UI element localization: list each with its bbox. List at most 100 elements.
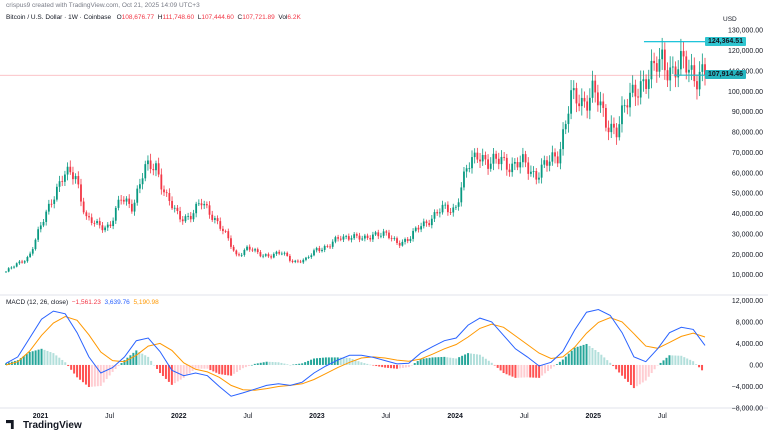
macd-histogram-bar <box>132 352 135 365</box>
macd-histogram-bar <box>313 358 316 365</box>
candle-body <box>409 238 412 242</box>
candle-body <box>650 60 653 80</box>
candle-body <box>639 81 642 98</box>
macd-histogram-bar <box>167 364 170 382</box>
macd-histogram-bar <box>31 351 34 365</box>
candle-body <box>519 162 522 168</box>
time-axis-label: 2023 <box>309 413 325 420</box>
candle-body <box>688 69 690 73</box>
macd-histogram-bar <box>511 364 514 377</box>
macd-histogram-bar <box>123 360 126 365</box>
candle-body <box>213 218 216 220</box>
candle-body <box>130 203 133 212</box>
macd-histogram-bar <box>659 362 662 365</box>
macd-histogram-bar <box>37 349 40 365</box>
candle-body <box>299 261 302 263</box>
macd-histogram-bar <box>517 364 520 378</box>
macd-histogram-bar <box>576 346 579 365</box>
candle-body <box>7 268 10 272</box>
candle-body <box>596 92 599 106</box>
macd-histogram-bar <box>502 364 505 374</box>
macd-histogram-bar <box>58 357 61 365</box>
macd-histogram-bar <box>632 364 635 389</box>
candle-body <box>436 212 439 214</box>
macd-histogram-bar <box>470 353 473 365</box>
candle-body <box>430 218 433 226</box>
candle-body <box>139 184 141 189</box>
candle-body <box>10 267 13 269</box>
macd-histogram-bar <box>289 364 292 366</box>
candle-body <box>334 237 337 242</box>
macd-histogram-bar <box>393 364 396 369</box>
macd-histogram-bar <box>233 364 236 374</box>
macd-histogram-bar <box>49 352 52 365</box>
candle-body <box>259 252 262 257</box>
time-axis-label: Jul <box>520 413 529 420</box>
candle-body <box>546 160 548 166</box>
macd-histogram-bar <box>203 364 206 369</box>
macd-histogram-bar <box>701 364 704 371</box>
candle-body <box>530 171 532 174</box>
candle-body <box>591 80 594 98</box>
candle-body <box>704 64 706 76</box>
candle-body <box>629 92 631 108</box>
macd-histogram-bar <box>16 360 19 365</box>
macd-histogram-bar <box>395 364 398 369</box>
candle-body <box>157 163 160 175</box>
macd-histogram-bar <box>552 364 555 367</box>
candle-body <box>189 215 192 220</box>
macd-histogram-bar <box>298 363 301 365</box>
macd-histogram-bar <box>635 364 638 387</box>
macd-line <box>5 308 706 397</box>
candle-body <box>433 212 436 219</box>
macd-histogram-bar <box>656 364 659 366</box>
candle-body <box>72 172 74 180</box>
tradingview-logo[interactable]: TradingView <box>6 420 82 431</box>
macd-histogram-bar <box>363 363 366 365</box>
macd-histogram-bar <box>455 358 458 365</box>
macd-histogram-bar <box>431 357 434 365</box>
macd-histogram-bar <box>339 357 342 365</box>
candle-body <box>538 177 540 180</box>
macd-histogram-bar <box>161 364 164 376</box>
macd-histogram-bar <box>102 364 105 383</box>
candle-body <box>114 207 117 221</box>
candle-body <box>125 198 128 202</box>
macd-histogram-bar <box>626 364 629 382</box>
macd-histogram-bar <box>615 364 618 370</box>
time-axis-label: Jul <box>243 413 252 420</box>
symbol-title[interactable]: Bitcoin / U.S. Dollar · 1W · Coinbase <box>6 14 112 21</box>
candle-body <box>543 160 546 165</box>
logo-text: TradingView <box>23 420 82 431</box>
macd-label[interactable]: MACD (12, 26, close) <box>6 299 69 306</box>
candle-body <box>698 71 701 90</box>
candle-body <box>623 105 626 107</box>
price-axis-tick: 130,000.00 <box>728 28 763 35</box>
macd-histogram-bar <box>111 364 114 372</box>
macd-histogram-bar <box>348 357 351 365</box>
macd-histogram-bar <box>70 364 73 370</box>
price-axis-tick: 90,000.00 <box>732 109 763 116</box>
candle-body <box>511 163 514 173</box>
macd-histogram-bar <box>481 356 484 365</box>
ohlc-volume: Vol6.2K <box>278 14 301 21</box>
macd-histogram-bar <box>484 358 487 365</box>
candle-body <box>452 207 455 213</box>
macd-histogram-bar <box>668 355 671 365</box>
macd-histogram-bar <box>538 364 541 378</box>
macd-histogram-bar <box>182 364 185 378</box>
candle-body <box>679 51 682 70</box>
candle-body <box>473 152 476 158</box>
candle-body <box>524 154 527 163</box>
macd-histogram-bar <box>458 357 461 365</box>
macd-histogram-bar <box>357 361 360 365</box>
candle-body <box>658 59 661 72</box>
candle-body <box>401 241 404 246</box>
macd-histogram-bar <box>674 355 677 365</box>
macd-histogram-bar <box>638 364 641 385</box>
ohlc-low: L107,444.60 <box>197 14 234 21</box>
candle-body <box>398 243 401 246</box>
candle-body <box>18 261 21 264</box>
candle-body <box>171 200 173 209</box>
